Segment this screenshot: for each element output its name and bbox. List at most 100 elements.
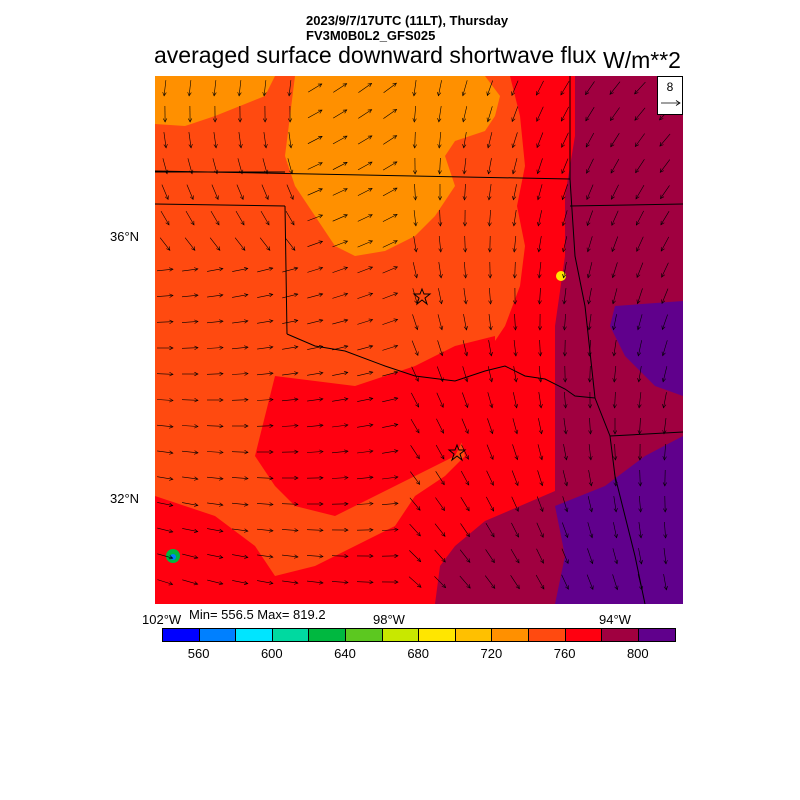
ar-la-border [609, 431, 683, 437]
wind-vector-head [393, 292, 399, 297]
wind-vector [235, 210, 245, 226]
wind-vector [413, 80, 417, 96]
wind-vector [513, 184, 517, 200]
wind-vector [307, 372, 323, 376]
wind-vector [639, 495, 641, 513]
wind-vector [282, 293, 298, 299]
wind-vector-head [319, 475, 324, 480]
wind-vector [159, 237, 171, 251]
wind-vector-head [488, 300, 493, 305]
wind-vector [332, 188, 348, 196]
wind-vector-head [368, 344, 374, 349]
wind-vector-head [344, 397, 349, 402]
wind-vector-head [490, 558, 495, 564]
colorbar-tick-label: 640 [334, 646, 356, 661]
wind-vector-head [612, 378, 617, 383]
wind-vector [484, 575, 496, 589]
wind-vector [263, 80, 267, 96]
wind-vector-head [464, 429, 469, 435]
lat-label-36n: 36°N [110, 229, 140, 244]
wind-vector-head [612, 430, 618, 435]
wind-vector [163, 132, 167, 148]
wind-vector [537, 470, 543, 486]
wind-vector [184, 237, 196, 251]
wind-vector [232, 580, 248, 584]
wind-vector [163, 80, 167, 96]
wind-vector [256, 477, 274, 479]
wind-vector [281, 529, 299, 531]
wind-vector [513, 392, 517, 408]
wind-vector [663, 392, 667, 408]
wind-vector-head [634, 142, 639, 148]
wind-vector [438, 288, 442, 304]
wind-vector-head [563, 404, 568, 409]
wind-vector [332, 214, 348, 222]
wind-vector [612, 548, 618, 564]
wind-vector [537, 444, 543, 460]
wind-vector-head [416, 557, 422, 563]
wind-vector [356, 503, 374, 505]
wind-vector-head [661, 377, 666, 383]
wind-vector [382, 292, 398, 300]
wind-vector-head [538, 429, 543, 435]
colorbar-swatch [419, 629, 456, 641]
wind-vector [213, 132, 217, 148]
wind-vector-head [611, 247, 616, 253]
wind-vector-head [412, 170, 418, 175]
wind-vector [460, 497, 470, 511]
wind-vector [257, 267, 273, 273]
wind-vector [213, 80, 217, 96]
wind-vector [382, 371, 398, 377]
wind-vector-head [611, 195, 615, 200]
wind-vector-head [612, 352, 617, 357]
wind-vector-head [512, 222, 517, 227]
wind-vector [511, 106, 519, 122]
wind-vector [356, 581, 374, 583]
wind-vector-head [588, 482, 593, 487]
wind-vector-head [415, 428, 420, 434]
wind-vector [485, 549, 495, 563]
wind-vector-head [461, 91, 466, 97]
wind-vector [612, 574, 618, 590]
wind-vector [488, 340, 492, 356]
wind-vector-head [486, 117, 491, 123]
wind-vector [434, 523, 446, 537]
wind-vector-head [287, 118, 293, 123]
wind-vector [181, 425, 199, 427]
wind-vector-head [393, 344, 399, 349]
wind-vector [538, 392, 542, 408]
wind-vector [206, 320, 224, 324]
wind-vector [411, 392, 419, 408]
wind-vector-head [319, 449, 324, 454]
wind-vector [439, 209, 441, 227]
wind-vector-head [488, 326, 493, 331]
wind-vector [489, 287, 491, 305]
wind-vector [513, 339, 517, 357]
wind-vector-head [244, 554, 249, 559]
wind-vector-head [369, 423, 374, 428]
wind-vector-head [487, 248, 492, 253]
wind-vector-head [561, 195, 566, 201]
wind-vector-head [612, 325, 617, 331]
wind-vector-head [238, 144, 243, 149]
colorbar-swatch [236, 629, 273, 641]
wind-vector [462, 366, 468, 382]
wind-vector-head [415, 454, 420, 460]
wind-vector [288, 80, 292, 96]
wind-vector [638, 340, 642, 356]
wind-vector-head [319, 580, 324, 585]
wind-vector-head [561, 247, 567, 253]
wind-vector [281, 425, 299, 427]
wind-vector [410, 471, 420, 485]
wind-vector-head [343, 188, 348, 192]
wind-vector-head [437, 196, 443, 201]
wind-vector [638, 548, 642, 564]
wind-vector-head [269, 476, 274, 481]
wind-vector-head [240, 220, 245, 226]
wind-vector [512, 418, 518, 434]
wind-vector-head [266, 246, 271, 251]
wind-vector [281, 554, 299, 558]
wind-vector [562, 496, 568, 512]
wind-vector-head [269, 580, 274, 585]
wind-vector-head [214, 195, 219, 201]
